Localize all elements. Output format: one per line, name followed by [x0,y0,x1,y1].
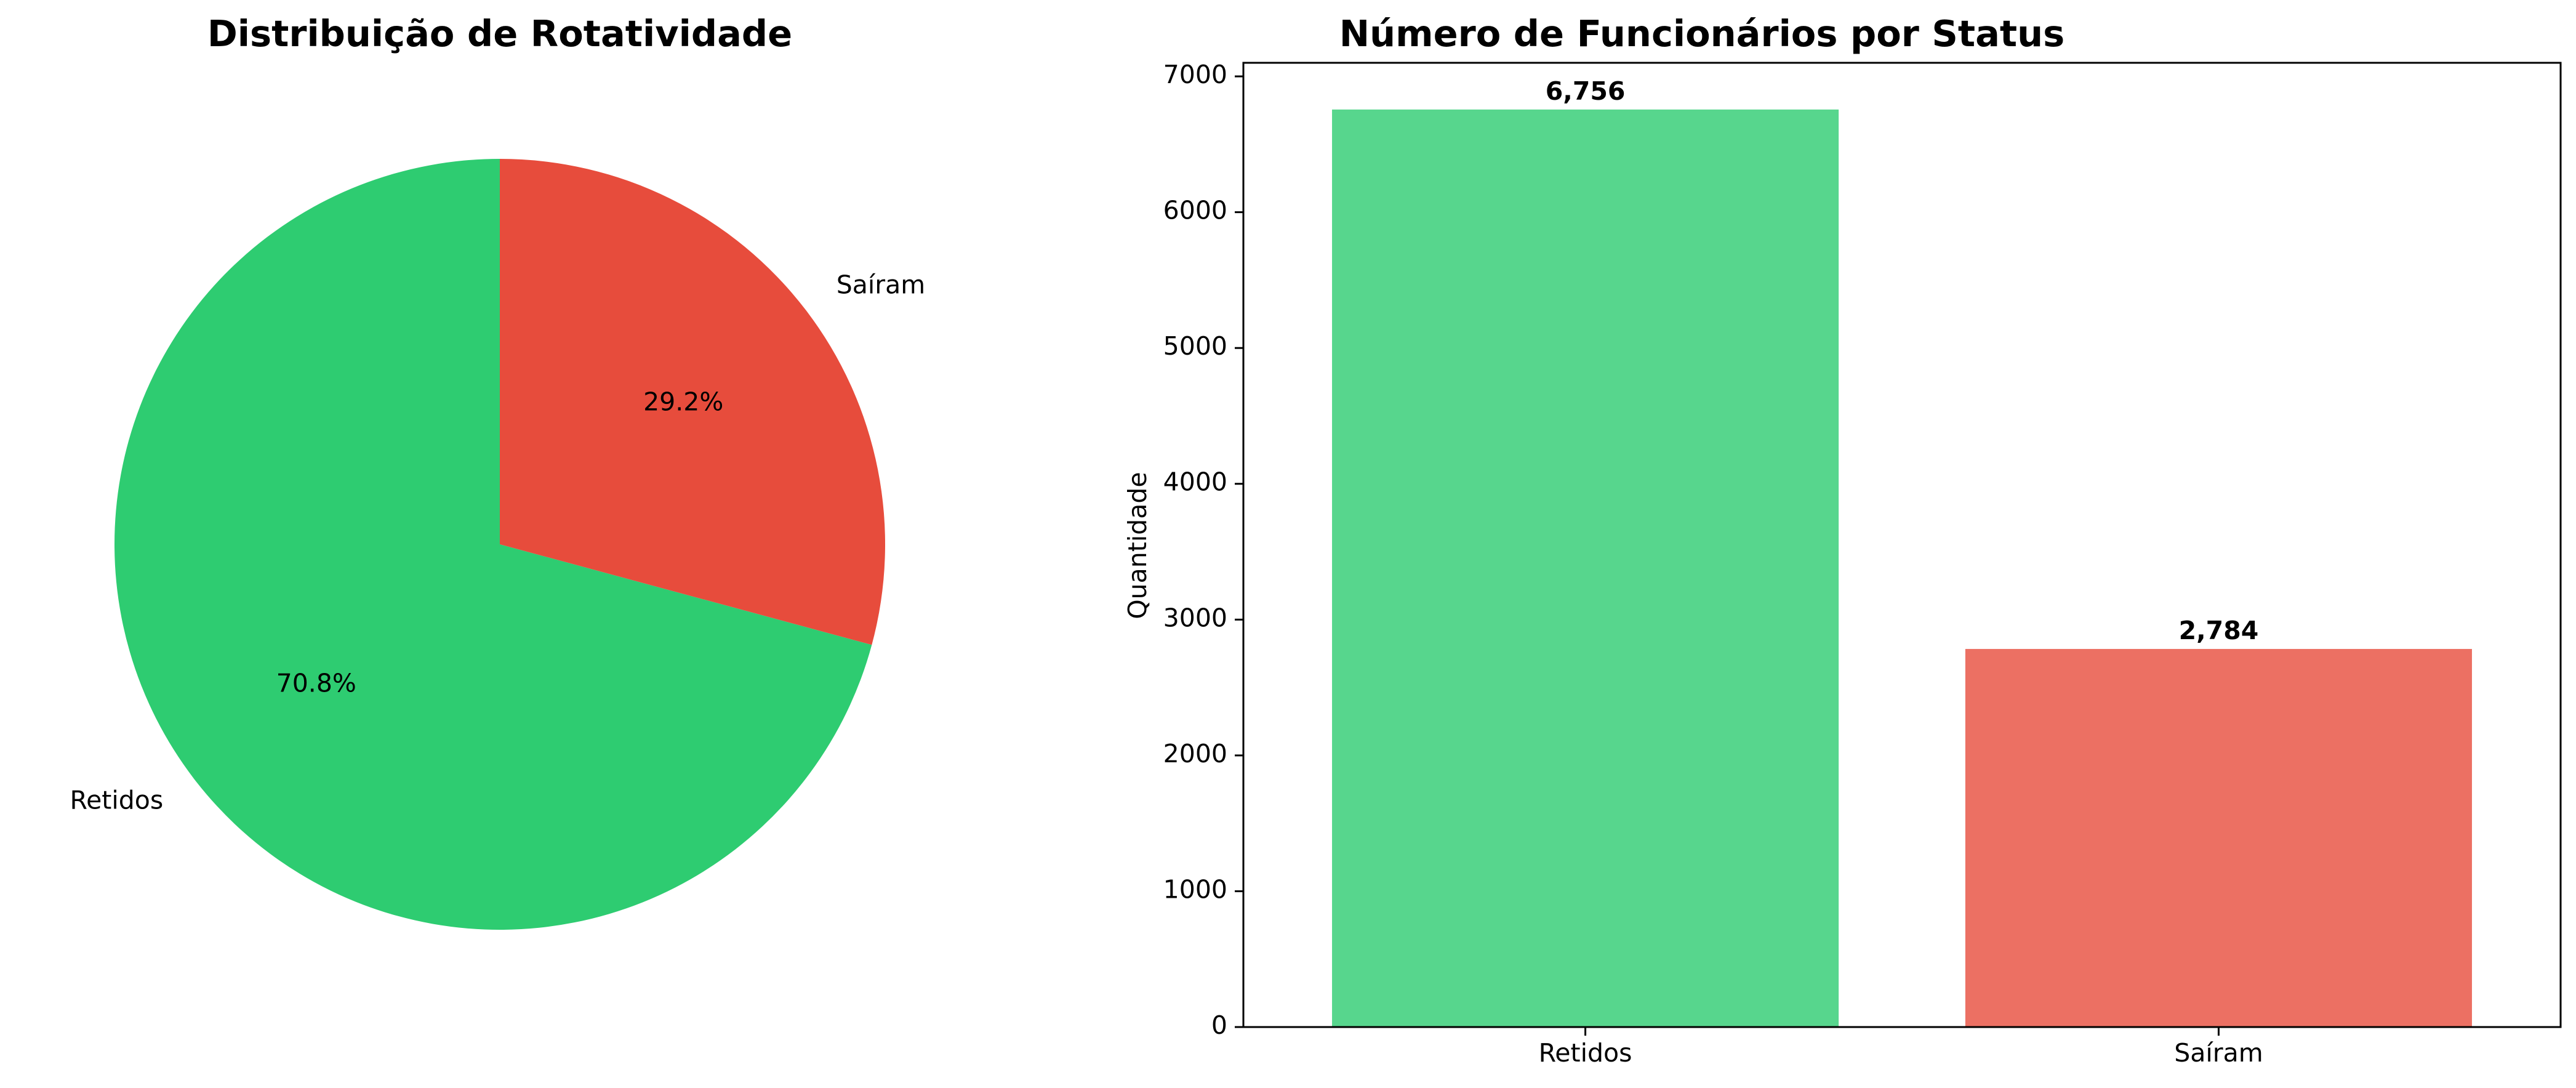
pie-slice-label-0: Retidos [70,786,163,815]
bar-value-label-1: 2,784 [2179,616,2259,645]
y-tick-label-2: 2000 [1163,739,1227,768]
pie-slice-1 [500,159,885,645]
x-axis-ticks: Retidos Saíram [1539,1027,2263,1068]
pie-chart: Distribuição de Rotatividade 70.8% Retido… [70,12,925,930]
pie-slice-label-1: Saíram [837,270,925,299]
x-tick-label-0: Retidos [1539,1038,1632,1068]
pie-title: Distribuição de Rotatividade [207,12,792,55]
bar-1 [1965,648,2472,1027]
pie-slice-0 [114,159,872,930]
plot-frame [1242,62,2562,1028]
y-tick-label-0: 0 [1211,1010,1227,1040]
pie-pct-label-1: 29.2% [643,387,723,417]
y-tick-label-7: 7000 [1163,60,1227,89]
bar-title: Número de Funcionários por Status [1339,12,2065,55]
y-tick-label-5: 5000 [1163,331,1227,361]
y-tick-label-6: 6000 [1163,196,1227,225]
y-tick-label-4: 4000 [1163,467,1227,497]
bar-0 [1332,109,1839,1028]
pie-labels: 70.8% Retidos 29.2% Saíram [70,270,925,815]
x-tick-label-1: Saíram [2174,1038,2263,1068]
bar-chart: Número de Funcionários por Status Quanti… [1123,12,2562,1068]
bar-value-label-0: 6,756 [1546,76,1626,106]
y-axis-label: Quantidade [1123,472,1152,619]
pie-pct-label-0: 70.8% [276,668,356,698]
bar-marks: 6,756 2,784 [1332,76,2472,1028]
y-tick-label-1: 1000 [1163,874,1227,904]
pie-slices [114,159,885,930]
y-axis-ticks: 0 1000 2000 3000 4000 5000 6000 7000 [1163,60,1243,1040]
y-tick-label-3: 3000 [1163,603,1227,632]
